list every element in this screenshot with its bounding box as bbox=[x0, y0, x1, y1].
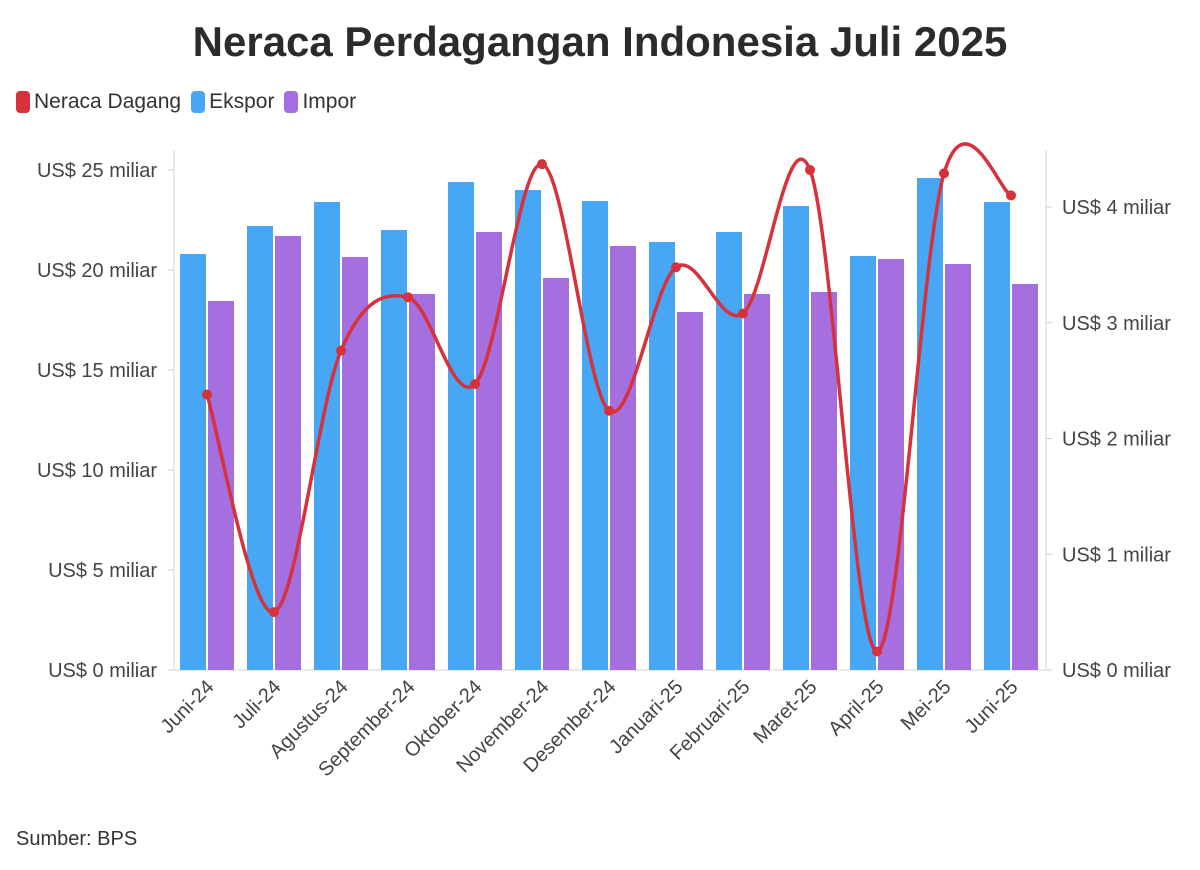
bar-impor bbox=[409, 294, 435, 670]
legend-item-ekspor[interactable]: Ekspor bbox=[191, 90, 274, 114]
bar-impor bbox=[945, 264, 971, 670]
legend-item-impor[interactable]: Impor bbox=[284, 90, 356, 114]
neraca-point bbox=[738, 308, 748, 319]
bar-impor bbox=[677, 312, 703, 670]
bar-ekspor bbox=[582, 201, 608, 670]
bar-impor bbox=[476, 232, 502, 670]
legend-swatch bbox=[16, 91, 30, 113]
left-tick-label: US$ 5 miliar bbox=[48, 560, 157, 582]
bar-impor bbox=[275, 236, 301, 670]
legend-item-neraca[interactable]: Neraca Dagang bbox=[16, 90, 181, 114]
neraca-point bbox=[1006, 190, 1016, 201]
source-note: Sumber: BPS bbox=[16, 828, 138, 850]
bar-ekspor bbox=[247, 226, 273, 670]
left-tick-label: US$ 25 miliar bbox=[37, 160, 157, 182]
neraca-point bbox=[939, 168, 949, 179]
legend-swatch bbox=[191, 91, 206, 113]
x-tick-label: Juli-24 bbox=[228, 676, 285, 733]
right-tick-label: US$ 0 miliar bbox=[1062, 660, 1171, 682]
legend-label: Impor bbox=[302, 90, 357, 113]
legend-swatch bbox=[284, 91, 299, 113]
bar-ekspor bbox=[381, 230, 407, 670]
left-tick-label: US$ 20 miliar bbox=[37, 260, 157, 282]
x-tick-label: Mei-25 bbox=[897, 676, 956, 735]
right-tick-label: US$ 3 miliar bbox=[1062, 313, 1171, 335]
legend-label: Neraca Dagang bbox=[34, 90, 182, 113]
neraca-point bbox=[202, 389, 212, 400]
bar-impor bbox=[342, 257, 368, 670]
bar-impor bbox=[811, 292, 837, 670]
neraca-point bbox=[537, 159, 547, 170]
bar-ekspor bbox=[984, 202, 1010, 670]
neraca-point bbox=[470, 379, 480, 390]
right-tick-label: US$ 4 miliar bbox=[1062, 197, 1171, 219]
bar-impor bbox=[543, 278, 569, 670]
bar-impor bbox=[208, 301, 234, 670]
left-tick-label: US$ 0 miliar bbox=[48, 660, 157, 682]
bar-ekspor bbox=[448, 182, 474, 670]
right-tick-label: US$ 2 miliar bbox=[1062, 429, 1171, 451]
bar-ekspor bbox=[649, 242, 675, 670]
neraca-point bbox=[604, 405, 614, 416]
bar-impor bbox=[610, 246, 636, 670]
x-tick-label: Juni-25 bbox=[961, 676, 1023, 738]
neraca-point bbox=[805, 164, 815, 175]
legend: Neraca Dagang Ekspor Impor bbox=[16, 90, 356, 114]
x-tick-label: Juni-24 bbox=[157, 676, 219, 738]
left-tick-label: US$ 10 miliar bbox=[37, 460, 157, 482]
bar-ekspor bbox=[783, 206, 809, 670]
bar-ekspor bbox=[180, 254, 206, 670]
bar-impor bbox=[1012, 284, 1038, 670]
bar-ekspor bbox=[515, 190, 541, 670]
x-tick-label: April-25 bbox=[824, 676, 888, 740]
chart-title: Neraca Perdagangan Indonesia Juli 2025 bbox=[192, 18, 1008, 65]
x-tick-label: Maret-25 bbox=[749, 676, 821, 748]
neraca-point bbox=[336, 345, 346, 356]
neraca-point bbox=[872, 646, 882, 657]
neraca-point bbox=[269, 607, 279, 618]
right-tick-label: US$ 1 miliar bbox=[1062, 544, 1171, 566]
left-tick-label: US$ 15 miliar bbox=[37, 360, 157, 382]
bar-ekspor bbox=[716, 232, 742, 670]
legend-label: Ekspor bbox=[209, 90, 275, 113]
neraca-point bbox=[671, 262, 681, 273]
neraca-point bbox=[403, 292, 413, 303]
bar-impor bbox=[744, 294, 770, 670]
